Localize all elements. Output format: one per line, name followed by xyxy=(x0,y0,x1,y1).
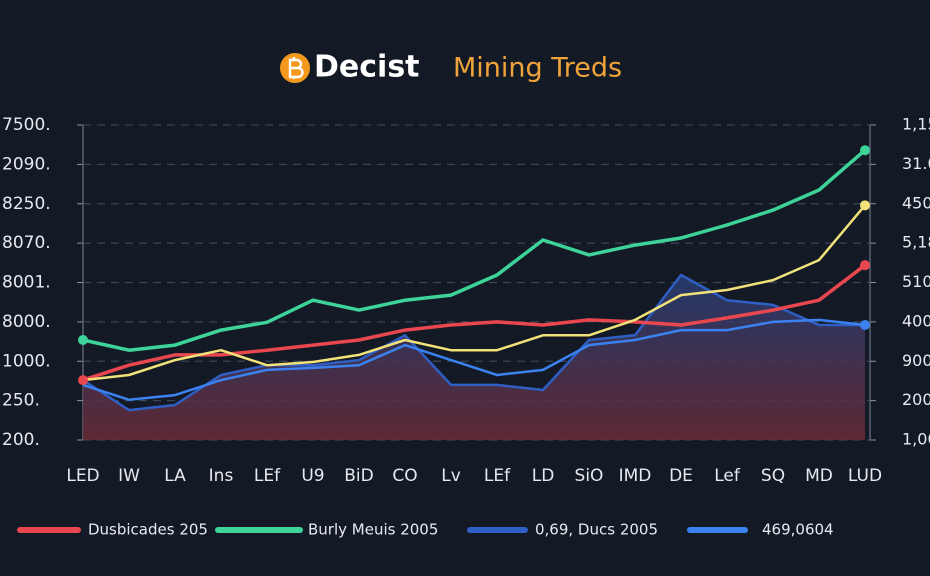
x-tick-label: SQ xyxy=(761,466,785,486)
end-dot xyxy=(860,260,870,271)
x-tick-label: LD xyxy=(532,466,555,486)
x-tick-label: MD xyxy=(805,466,833,486)
y-tick-label: 2090. xyxy=(2,154,51,174)
legend-label: 0,69, Ducs 2005 xyxy=(535,521,658,539)
y2-tick-label: 450 xyxy=(902,193,930,212)
x-tick-label: DE xyxy=(669,466,693,486)
x-tick-label: IW xyxy=(118,466,140,486)
series-line xyxy=(82,273,865,412)
series-line xyxy=(82,148,867,352)
x-tick-label: CO xyxy=(392,466,417,486)
x-tick-label: LA xyxy=(164,466,186,486)
bitcoin-icon xyxy=(280,53,310,83)
start-dot xyxy=(78,375,88,386)
x-tick-label: Ins xyxy=(209,466,234,486)
y2-tick-label: 200 xyxy=(902,390,930,409)
end-dot xyxy=(860,145,870,156)
y-tick-label: 200. xyxy=(2,430,40,450)
y-tick-label: 8000. xyxy=(2,312,51,332)
series-line xyxy=(82,263,867,382)
x-tick-label: LEf xyxy=(484,466,511,486)
series-line xyxy=(82,318,866,402)
x-tick-label: LUD xyxy=(848,466,882,486)
x-tick-label: LEf xyxy=(254,466,281,486)
legend-label: Dusbicades 205 xyxy=(88,521,208,539)
x-tick-label: SiO xyxy=(575,466,604,486)
legend-label: 469,0604 xyxy=(762,521,834,539)
x-tick-label: Lef xyxy=(714,466,741,486)
y-tick-label: 8070. xyxy=(2,233,51,253)
x-tick-label: IMD xyxy=(619,466,652,486)
y-tick-label: 7500. xyxy=(2,115,51,135)
y2-tick-label: 400 xyxy=(902,311,930,330)
y-tick-label: 8001. xyxy=(2,273,51,293)
y2-tick-label: 5,18 xyxy=(902,233,930,252)
y-tick-label: 8250. xyxy=(2,194,51,214)
legend-label: Burly Meuis 2005 xyxy=(308,521,438,539)
y2-tick-label: 1,15 xyxy=(902,115,930,134)
y2-tick-label: 900 xyxy=(902,351,930,370)
y2-tick-label: 31.0 xyxy=(902,154,930,173)
start-dot xyxy=(78,334,88,345)
x-tick-label: LED xyxy=(66,466,99,486)
series-line xyxy=(82,204,866,382)
x-tick-label: U9 xyxy=(301,466,324,486)
y2-tick-label: 510 xyxy=(902,272,930,291)
y-tick-label: 1000. xyxy=(2,351,51,371)
area-fill xyxy=(83,275,865,440)
chart-subtitle: Mining Treds xyxy=(453,53,622,84)
x-tick-label: Lv xyxy=(441,466,461,486)
x-tick-label: BiD xyxy=(344,466,373,486)
y-tick-label: 250. xyxy=(2,391,40,411)
end-dot xyxy=(860,320,870,331)
end-dot xyxy=(860,200,870,211)
y2-tick-label: 1,00 xyxy=(902,430,930,449)
chart-title: Decist xyxy=(314,50,420,85)
